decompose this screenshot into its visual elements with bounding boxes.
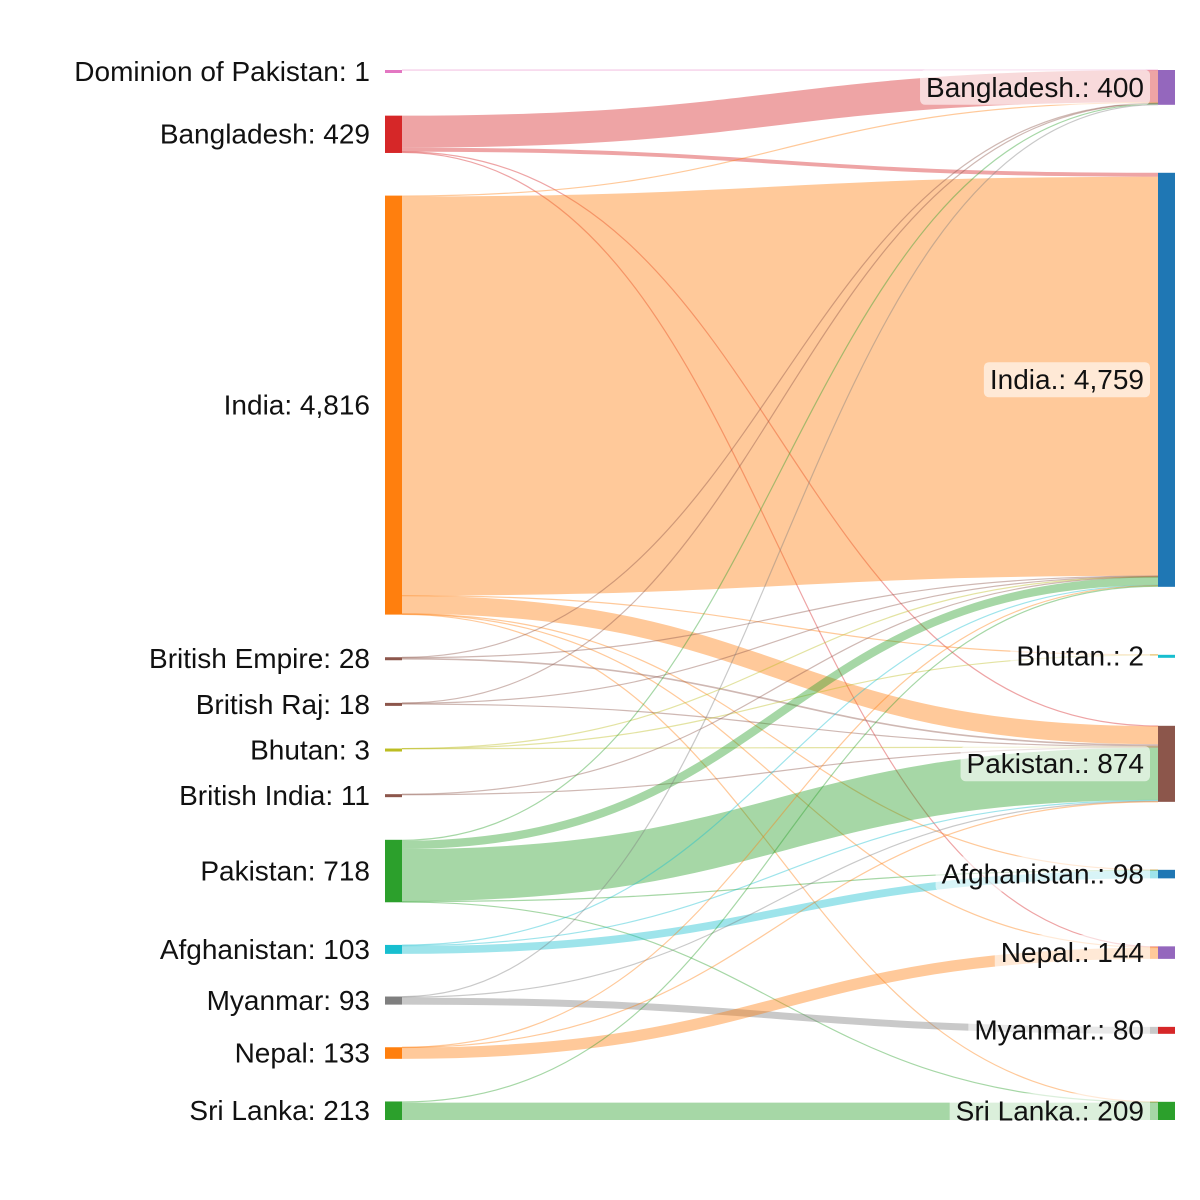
- source-label: Nepal: 133: [235, 1037, 370, 1068]
- source-label: Myanmar: 93: [207, 985, 370, 1016]
- source-node: [385, 702, 402, 706]
- target-label: India.: 4,759: [990, 364, 1144, 395]
- source-node: [385, 1101, 402, 1120]
- source-node: [385, 1047, 402, 1059]
- link: [401, 576, 1159, 850]
- link: [401, 104, 1159, 998]
- label-background: [935, 856, 1150, 892]
- target-node: [1158, 725, 1175, 802]
- label-background: [960, 746, 1150, 782]
- target-label: Nepal.: 144: [1001, 937, 1144, 968]
- label-background: [949, 1093, 1150, 1129]
- source-node: [385, 657, 402, 661]
- link: [401, 575, 1159, 704]
- link: [401, 901, 1159, 1103]
- source-node: [385, 115, 402, 153]
- labels: Dominion of Pakistan: 1 Bangladesh: 429 In…: [74, 56, 1150, 1129]
- label-background: [920, 69, 1150, 105]
- target-node: [1158, 869, 1175, 879]
- source-label: British India: 11: [179, 780, 370, 811]
- label-background: [994, 935, 1150, 971]
- target-node: [1158, 1026, 1175, 1034]
- target-label: Sri Lanka.: 209: [956, 1095, 1144, 1126]
- source-label: Afghanistan: 103: [160, 934, 370, 965]
- target-label: Afghanistan.: 98: [942, 858, 1144, 889]
- source-label: Bhutan: 3: [250, 734, 370, 765]
- source-label: Bangladesh: 429: [160, 119, 370, 150]
- target-node: [1158, 654, 1175, 658]
- link: [401, 801, 1159, 1049]
- link: [401, 575, 1159, 659]
- link: [401, 799, 1159, 947]
- link: [401, 103, 1159, 841]
- label-background: [983, 362, 1150, 398]
- link: [401, 102, 1159, 658]
- link: [401, 147, 1159, 177]
- target-label: Myanmar.: 80: [974, 1015, 1144, 1046]
- link: [401, 613, 1159, 1103]
- link: [401, 585, 1159, 1048]
- target-label: Bhutan.: 2: [1016, 641, 1144, 672]
- source-node: [385, 748, 402, 752]
- link: [401, 584, 1159, 946]
- source-node: [385, 70, 402, 73]
- target-node: [1158, 70, 1175, 105]
- source-node: [385, 794, 402, 798]
- target-node: [1158, 1101, 1175, 1120]
- link: [401, 800, 1159, 998]
- source-label: Sri Lanka: 213: [189, 1095, 370, 1126]
- link: [401, 151, 1159, 727]
- target-node: [1158, 172, 1175, 587]
- link: [401, 576, 1159, 750]
- target-label: Pakistan.: 874: [967, 748, 1144, 779]
- source-label: British Empire: 28: [149, 643, 370, 674]
- target-node: [1158, 946, 1175, 959]
- target-label: Bangladesh.: 400: [926, 72, 1144, 103]
- link: [401, 613, 1159, 871]
- link: [401, 101, 1159, 197]
- link: [401, 613, 1159, 949]
- source-label: India: 4,816: [224, 389, 370, 420]
- link: [401, 595, 1159, 745]
- source-node: [385, 195, 402, 615]
- label-background: [1010, 638, 1150, 674]
- source-node: [385, 996, 402, 1005]
- label-background: [968, 1012, 1150, 1048]
- nodes: [385, 70, 1175, 1120]
- source-label: British Raj: 18: [196, 689, 370, 720]
- link: [401, 585, 1159, 1103]
- source-label: Dominion of Pakistan: 1: [74, 56, 370, 87]
- link: [401, 151, 1159, 948]
- link: [401, 102, 1159, 704]
- source-node: [385, 839, 402, 903]
- link: [401, 703, 1159, 747]
- source-label: Pakistan: 718: [200, 855, 370, 886]
- link: [401, 576, 1159, 795]
- link: [401, 658, 1159, 746]
- source-node: [385, 944, 402, 954]
